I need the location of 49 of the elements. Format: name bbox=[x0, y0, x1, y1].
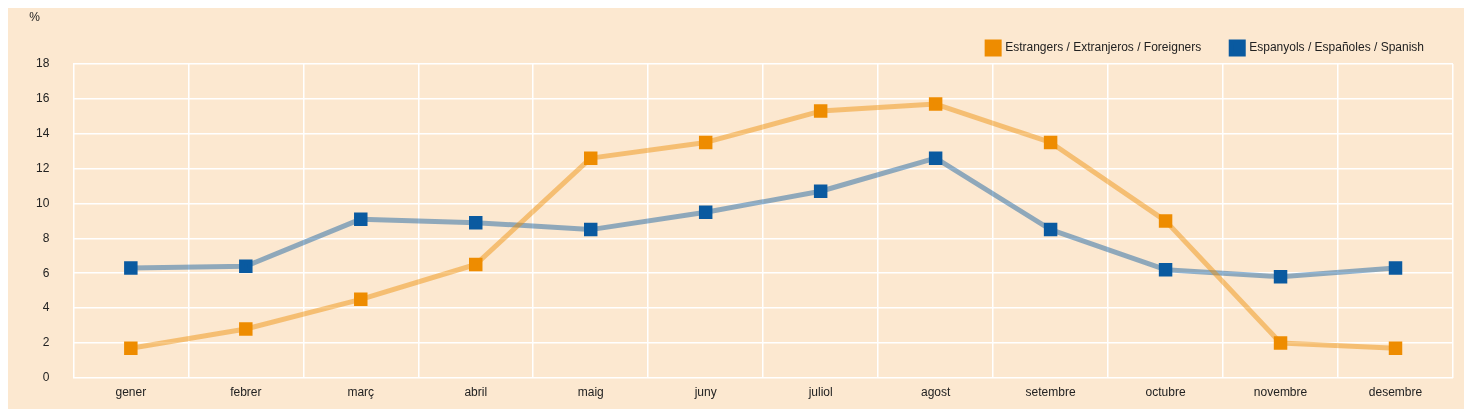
y-tick-label: 10 bbox=[35, 195, 50, 210]
point bbox=[124, 261, 138, 275]
point bbox=[354, 212, 368, 226]
point bbox=[1043, 222, 1058, 237]
point bbox=[1043, 135, 1058, 150]
point bbox=[583, 151, 598, 165]
y-tick-label: 18 bbox=[35, 56, 50, 71]
point bbox=[1388, 261, 1403, 275]
x-tick-label: juliol bbox=[807, 385, 833, 400]
point bbox=[469, 215, 483, 230]
legend-label: Espanyols / Españoles / Spanish bbox=[1249, 40, 1425, 55]
point bbox=[698, 205, 713, 219]
point bbox=[1273, 336, 1288, 350]
y-tick-label: 12 bbox=[35, 160, 50, 175]
x-tick-label: novembre bbox=[1253, 385, 1308, 400]
point bbox=[1273, 269, 1288, 284]
y-tick-label: 6 bbox=[42, 265, 50, 280]
point bbox=[813, 184, 828, 199]
x-tick-label: gener bbox=[115, 385, 147, 400]
y-axis-title: % bbox=[29, 10, 41, 25]
point bbox=[1388, 341, 1403, 355]
point bbox=[813, 104, 828, 118]
x-tick-label: juny bbox=[693, 385, 717, 400]
point bbox=[124, 341, 138, 355]
y-tick-label: 4 bbox=[42, 300, 50, 315]
point bbox=[354, 292, 368, 307]
y-tick-label: 2 bbox=[42, 335, 50, 350]
y-tick-label: 14 bbox=[35, 126, 50, 141]
x-tick-label: abril bbox=[464, 385, 488, 400]
legend-label: Estrangers / Extranjeros / Foreigners bbox=[1005, 40, 1202, 55]
y-tick-label: 8 bbox=[42, 230, 50, 245]
x-tick-label: maig bbox=[577, 385, 604, 400]
x-tick-label: febrer bbox=[230, 385, 262, 400]
x-tick-label: desembre bbox=[1368, 385, 1423, 400]
x-tick-label: octubre bbox=[1145, 385, 1186, 400]
point bbox=[698, 135, 713, 150]
y-tick-label: 16 bbox=[35, 91, 50, 106]
x-tick-label: març bbox=[347, 385, 375, 400]
y-tick-label: 0 bbox=[42, 370, 50, 385]
point bbox=[469, 257, 483, 272]
point bbox=[239, 322, 253, 336]
point bbox=[1158, 214, 1173, 228]
point bbox=[1158, 262, 1173, 277]
point bbox=[583, 222, 598, 237]
point bbox=[928, 151, 943, 165]
point bbox=[928, 97, 943, 111]
x-tick-label: setembre bbox=[1025, 385, 1076, 400]
x-tick-label: agost bbox=[920, 385, 951, 400]
point bbox=[239, 259, 253, 273]
